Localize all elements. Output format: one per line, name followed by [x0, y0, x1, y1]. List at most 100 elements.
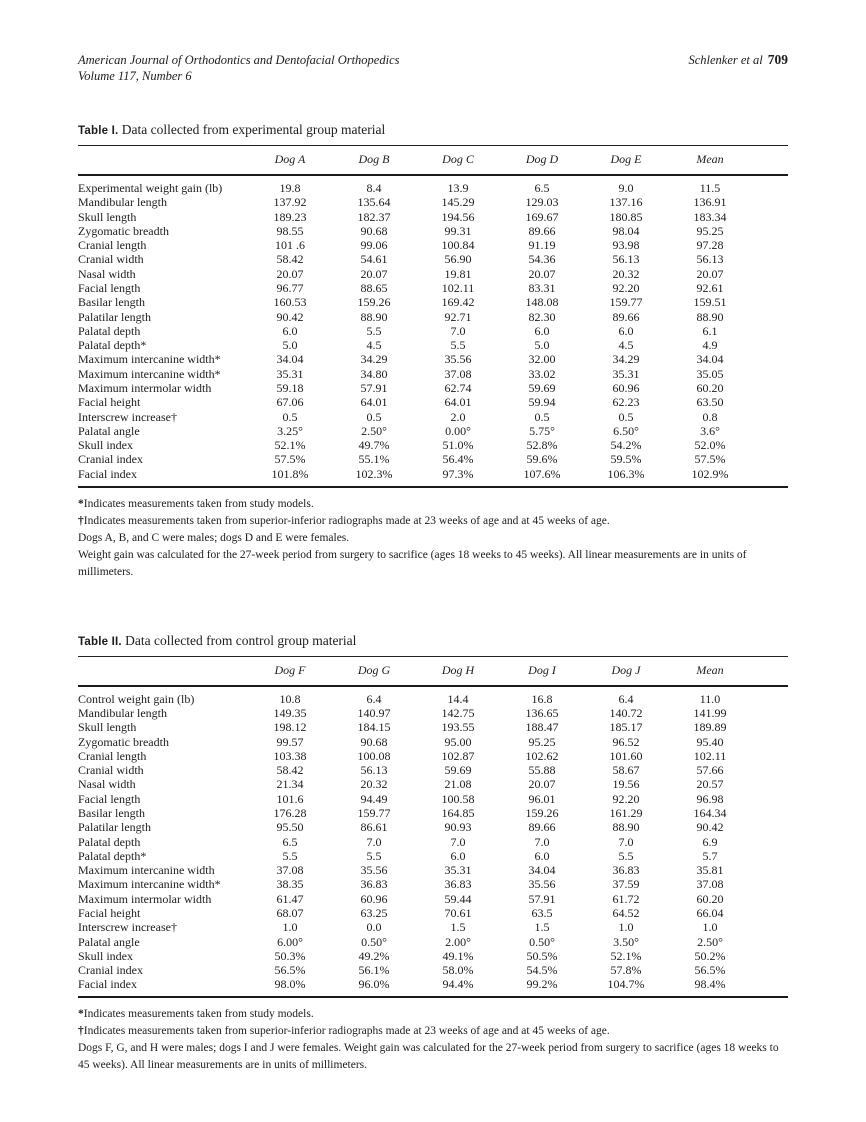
cell-value: 98.4%	[694, 977, 726, 992]
row-label: Maximum intercanine width*	[78, 366, 221, 381]
table-row: Cranial length 103.38 100.08 102.87 102.62 10…	[78, 749, 788, 763]
table-1-title: Table I. Data collected from experimenta…	[78, 122, 788, 138]
cell-value: 60.20	[696, 380, 724, 395]
cell-value: 5.5	[366, 323, 382, 338]
cell-value: 107.6%	[523, 466, 561, 481]
cell-value: 5.7	[702, 848, 718, 863]
table-row: Palatal depth 6.0 5.5 7.0 6.0 6.0 6.1	[78, 324, 788, 338]
table-row: Facial index 101.8% 102.3% 97.3% 107.6% 106.3…	[78, 467, 788, 487]
cell-value: 1.5	[450, 920, 466, 935]
cell-value: 96.52	[612, 734, 640, 749]
cell-value: 16.8	[531, 691, 553, 706]
table-footnote: *Indicates measurements taken from study…	[78, 497, 314, 510]
cell-value: 135.64	[357, 195, 391, 210]
row-label: Palatal depth*	[78, 338, 147, 353]
table-row: Maximum intermolar width 61.47 60.96 59.44 5…	[78, 892, 788, 906]
column-header: Dog H	[416, 656, 500, 687]
cell-value: 183.34	[693, 209, 727, 224]
cell-value: 52.8%	[526, 438, 558, 453]
cell-value: 5.5	[282, 848, 298, 863]
table-2-footnotes: *Indicates measurements taken from study…	[78, 1006, 788, 1074]
cell-value: 189.89	[693, 720, 727, 735]
cell-value: 142.75	[441, 706, 475, 720]
cell-value: 4.9	[702, 338, 718, 353]
cell-value: 96.0%	[358, 977, 390, 992]
cell-value: 33.02	[528, 366, 556, 381]
cell-value: 56.90	[444, 252, 472, 267]
cell-value: 64.01	[444, 395, 472, 410]
cell-value: 0.50°	[529, 934, 555, 949]
cell-value: 6.5	[282, 834, 298, 849]
table-footnote: Dogs F, G, and H were males; dogs I and …	[78, 1042, 779, 1072]
cell-value: 13.9	[447, 181, 469, 195]
table-footnote: Weight gain was calculated for the 27-we…	[78, 548, 747, 578]
cell-value: 52.1%	[274, 438, 306, 453]
table-row: Palatilar length 95.50 86.61 90.93 89.66 88.9…	[78, 821, 788, 835]
cell-value: 182.37	[357, 209, 391, 224]
footnote-marker: †	[78, 514, 84, 527]
cell-value: 57.8%	[610, 963, 642, 978]
cell-value: 57.91	[528, 891, 556, 906]
cell-value: 54.61	[360, 252, 388, 267]
cell-value: 100.84	[441, 238, 475, 253]
cell-value: 59.18	[276, 380, 304, 395]
cell-value: 55.1%	[358, 452, 390, 467]
cell-value: 64.01	[360, 395, 388, 410]
cell-value: 11.0	[699, 691, 721, 706]
row-label: Maximum intermolar width	[78, 891, 212, 906]
table-row: Facial length 101.6 94.49 100.58 96.01 92.20 9…	[78, 792, 788, 806]
table-row: Palatilar length 90.42 88.90 92.71 82.30 89.6…	[78, 310, 788, 324]
cell-value: 88.90	[696, 309, 724, 324]
table-header-row: Dog A Dog B Dog C Dog D Dog E Mean	[78, 145, 788, 176]
table-row: Maximum intercanine width* 34.04 34.29 35.5…	[78, 353, 788, 367]
table-row: Palatal depth* 5.5 5.5 6.0 6.0 5.5 5.7	[78, 849, 788, 863]
cell-value: 0.00°	[445, 423, 471, 438]
cell-value: 98.04	[612, 223, 640, 238]
row-label: Basilar length	[78, 295, 145, 310]
row-label: Maximum intercanine width*	[78, 352, 221, 367]
running-head: American Journal of Orthodontics and Den…	[78, 52, 788, 84]
table-row: Maximum intercanine width 37.08 35.56 35.31…	[78, 863, 788, 878]
cell-value: 149.35	[273, 706, 307, 720]
cell-value: 59.6%	[526, 452, 558, 467]
cell-value: 188.47	[525, 720, 559, 735]
row-label: Palatilar length	[78, 309, 151, 324]
row-label: Mandibular length	[78, 195, 167, 210]
cell-value: 35.31	[612, 366, 640, 381]
row-label: Cranial width	[78, 252, 144, 267]
cell-value: 35.56	[444, 352, 472, 367]
row-label: Cranial width	[78, 763, 144, 778]
cell-value: 5.5	[366, 848, 382, 863]
control-table-section: Table II. Data collected from control gr…	[78, 633, 788, 1075]
cell-value: 129.03	[525, 195, 559, 210]
footnote-marker: *	[78, 1008, 84, 1021]
cell-value: 137.92	[273, 195, 307, 210]
cell-value: 4.5	[618, 338, 634, 353]
row-label: Skull index	[78, 948, 134, 963]
row-label: Cranial index	[78, 452, 143, 467]
table-row: Cranial width 58.42 56.13 59.69 55.88 58.67 57…	[78, 763, 788, 778]
table-row: Interscrew increase† 1.0 0.0 1.5 1.5 1.0 1.0	[78, 921, 788, 935]
cell-value: 90.68	[360, 734, 388, 749]
table-footnote: †Indicates measurements taken from super…	[78, 1025, 610, 1038]
cell-value: 88.90	[360, 309, 388, 324]
cell-value: 52.1%	[610, 948, 642, 963]
cell-value: 2.50°	[361, 423, 387, 438]
cell-value: 7.0	[618, 834, 634, 849]
row-label: Mandibular length	[78, 706, 167, 720]
cell-value: 38.35	[276, 877, 304, 892]
cell-value: 89.66	[528, 820, 556, 835]
cell-value: 102.87	[441, 748, 475, 763]
row-label: Facial length	[78, 280, 141, 295]
cell-value: 92.61	[696, 280, 724, 295]
cell-value: 136.91	[693, 195, 727, 210]
cell-value: 102.9%	[691, 466, 729, 481]
row-label: Interscrew increase†	[78, 920, 177, 935]
cell-value: 62.23	[612, 395, 640, 410]
table-row: Zygomatic breadth 98.55 90.68 99.31 89.66 98.…	[78, 224, 788, 238]
cell-value: 7.0	[450, 323, 466, 338]
cell-value: 54.36	[528, 252, 556, 267]
table-row: Cranial length 101 .6 99.06 100.84 91.19 93.9…	[78, 238, 788, 253]
cell-value: 59.69	[444, 763, 472, 778]
cell-value: 56.13	[360, 763, 388, 778]
